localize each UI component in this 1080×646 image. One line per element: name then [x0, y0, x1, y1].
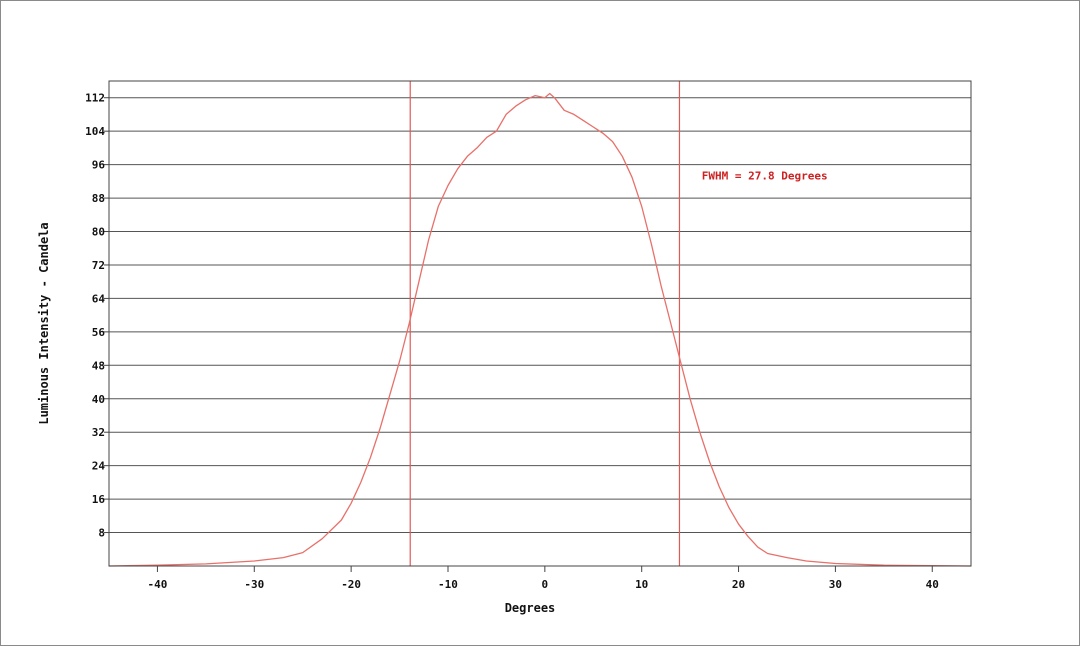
plot-border	[108, 80, 972, 567]
x-tick-label: 0	[542, 578, 549, 591]
grid-layer	[104, 97, 971, 572]
y-tick-label: 32	[92, 426, 105, 439]
x-axis-title: Degrees	[505, 601, 556, 615]
y-tick-label: 104	[85, 125, 105, 138]
y-tick-label: 24	[92, 460, 106, 473]
y-tick-labels: 8 16 24 32 40 48 56 64 72 80 88 96 104 112	[85, 92, 105, 540]
y-tick-label: 88	[92, 192, 105, 205]
x-tick-label: -30	[244, 578, 264, 591]
x-tick-label: 40	[926, 578, 939, 591]
y-tick-label: 64	[92, 292, 106, 305]
series-layer	[108, 92, 972, 567]
y-tick-label: 8	[98, 527, 105, 540]
intensity-curve	[108, 92, 972, 567]
fwhm-annotation: FWHM = 27.8 Degrees	[702, 169, 828, 182]
y-tick-label: 112	[85, 92, 105, 105]
y-tick-label: 48	[92, 359, 105, 372]
x-tick-label: -20	[341, 578, 361, 591]
x-tick-label: 30	[829, 578, 842, 591]
x-tick-labels: -40 -30 -20 -10 0 10 20 30 40	[147, 578, 938, 591]
y-tick-label: 80	[92, 226, 105, 239]
x-tick-label: -40	[147, 578, 167, 591]
y-tick-label: 16	[92, 493, 106, 506]
x-tick-label: -10	[438, 578, 458, 591]
x-tick-label: 10	[635, 578, 648, 591]
y-tick-label: 72	[92, 259, 105, 272]
y-tick-label: 96	[92, 159, 106, 172]
y-tick-label: 56	[92, 326, 106, 339]
x-tick-label: 20	[732, 578, 745, 591]
marker-layer	[409, 81, 681, 566]
y-tick-label: 40	[92, 393, 105, 406]
y-axis-title: Luminous Intensity - Candela	[37, 222, 51, 424]
